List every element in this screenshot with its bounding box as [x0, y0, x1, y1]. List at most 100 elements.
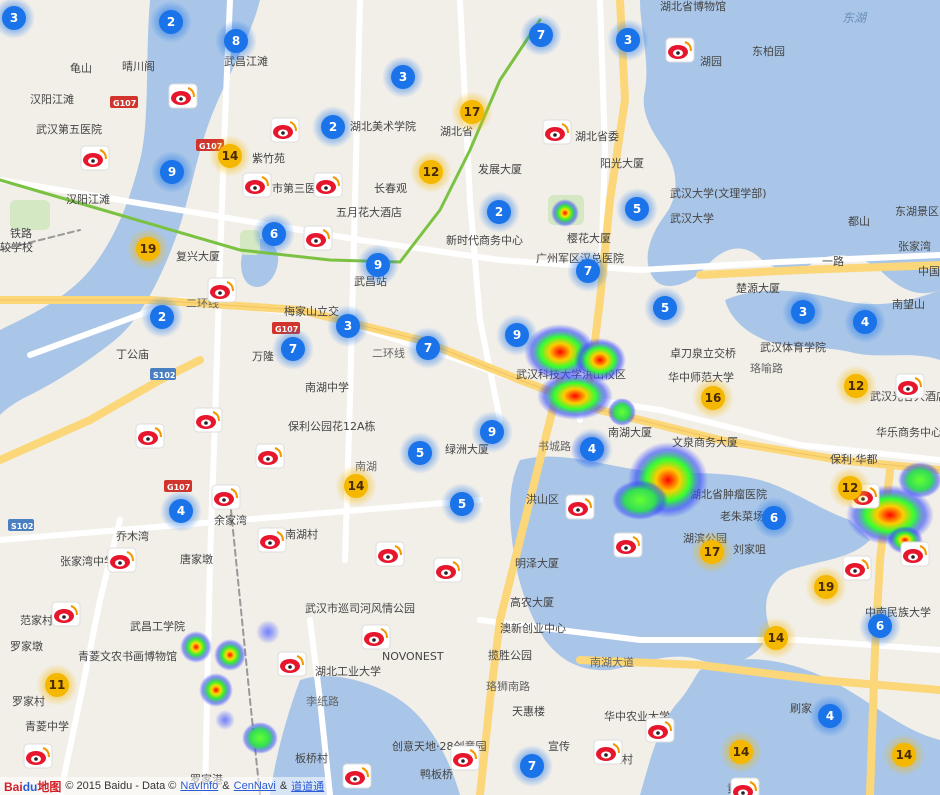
- cluster-marker[interactable]: 2: [150, 1, 192, 43]
- label-donghu: 东湖: [842, 11, 868, 25]
- label-zhuoquan: 卓刀泉立交桥: [670, 346, 736, 360]
- cluster-marker[interactable]: 6: [253, 213, 295, 255]
- cluster-marker[interactable]: 4: [571, 428, 613, 470]
- cluster-count: 4: [861, 315, 869, 329]
- navinfo-link[interactable]: NavInfo: [180, 780, 219, 792]
- label-chuyuan: 楚源大厦: [736, 281, 780, 295]
- cluster-marker[interactable]: 2: [478, 191, 520, 233]
- cluster-marker[interactable]: 3: [382, 56, 424, 98]
- label-liujiaju: 刘家咀: [733, 542, 766, 556]
- cluster-marker[interactable]: 19: [805, 566, 847, 608]
- cluster-marker[interactable]: 14: [720, 731, 762, 773]
- cluster-marker[interactable]: 7: [272, 328, 314, 370]
- label-erhuan2: 二环线: [372, 346, 405, 360]
- label-dinggongmiao: 丁公庙: [116, 347, 149, 361]
- weibo-icon: [242, 172, 272, 198]
- zhongshan-road: [586, 0, 630, 384]
- cluster-marker[interactable]: 17: [451, 91, 493, 133]
- cluster-marker[interactable]: 7: [567, 250, 609, 292]
- cluster-count: 3: [10, 11, 18, 25]
- cluster-marker[interactable]: 3: [607, 19, 649, 61]
- cluster-count: 4: [177, 504, 185, 518]
- shield-g107-4: G107: [164, 480, 192, 492]
- label-ziyuanzhu: 紫竹苑: [252, 151, 285, 165]
- cluster-marker[interactable]: 12: [829, 467, 871, 509]
- daodaotong-link[interactable]: 道道通: [291, 781, 325, 793]
- cluster-marker[interactable]: 9: [151, 151, 193, 193]
- weibo-icon: [168, 83, 198, 109]
- label-qingchuange: 晴川阁: [122, 59, 155, 73]
- cluster-marker[interactable]: 19: [127, 228, 169, 270]
- label-laozhu: 老朱菜场: [720, 509, 764, 523]
- cluster-count: 2: [158, 310, 166, 324]
- weibo-icon: [645, 717, 675, 743]
- cluster-marker[interactable]: 17: [691, 531, 733, 573]
- label-shidisanyi: 市第三医: [272, 181, 316, 195]
- label-nanhucun: 南湖村: [285, 527, 318, 541]
- cluster-marker[interactable]: 4: [160, 490, 202, 532]
- label-xunsi: 武汉市巡司河风情公园: [305, 601, 415, 615]
- cluster-marker[interactable]: 5: [644, 287, 686, 329]
- weibo-icon: [730, 777, 760, 795]
- svg-text:S102: S102: [153, 371, 175, 380]
- cluster-marker[interactable]: 5: [399, 432, 441, 474]
- label-wuchanggongxueyuan: 武昌工学院: [130, 619, 185, 633]
- cluster-count: 7: [528, 759, 536, 773]
- label-mingze: 明泽大厦: [515, 556, 559, 570]
- svg-text:G107: G107: [167, 483, 190, 492]
- cluster-count: 5: [416, 446, 424, 460]
- cluster-marker[interactable]: 3: [327, 305, 369, 347]
- cluster-marker[interactable]: 7: [407, 327, 449, 369]
- weibo-icon: [80, 145, 110, 171]
- weibo-icon: [51, 601, 81, 627]
- cluster-marker[interactable]: 14: [883, 734, 925, 776]
- label-yiyilu: 一路: [822, 255, 844, 268]
- cluster-marker[interactable]: 8: [215, 20, 257, 62]
- cluster-marker[interactable]: 12: [835, 365, 877, 407]
- weibo-icon: [193, 407, 223, 433]
- label-hanyangjiangtan: 汉阳江滩: [66, 192, 110, 206]
- cluster-marker[interactable]: 16: [692, 377, 734, 419]
- cluster-marker[interactable]: 4: [809, 695, 851, 737]
- cluster-marker[interactable]: 12: [410, 151, 452, 193]
- weibo-icon: [450, 745, 480, 771]
- cluster-marker[interactable]: 5: [441, 483, 483, 525]
- cluster-count: 19: [140, 242, 157, 256]
- cluster-marker[interactable]: 5: [616, 188, 658, 230]
- label-yinghua: 樱花大厦: [567, 231, 611, 245]
- cluster-marker[interactable]: 14: [755, 617, 797, 659]
- weibo-icon: [23, 743, 53, 769]
- cluster-marker[interactable]: 14: [335, 465, 377, 507]
- cluster-marker[interactable]: 9: [471, 411, 513, 453]
- cluster-count: 12: [842, 481, 859, 495]
- cluster-marker[interactable]: 6: [859, 605, 901, 647]
- cluster-marker[interactable]: 4: [844, 301, 886, 343]
- cluster-marker[interactable]: 9: [357, 244, 399, 286]
- cluster-marker[interactable]: 9: [496, 314, 538, 356]
- cluster-marker[interactable]: 11: [36, 664, 78, 706]
- cluster-markers[interactable]: 3 2 8 7 3 3 17 2 14 12 9 2 5 6 19 9 7 2 3 7 7 5 9 3 4 12 16 9 4 5 14 5 4…: [0, 0, 925, 787]
- tangxun-lake: [640, 659, 940, 795]
- cennavi-link[interactable]: CenNavi: [233, 780, 276, 792]
- cluster-marker[interactable]: 7: [520, 14, 562, 56]
- cluster-marker[interactable]: 3: [782, 291, 824, 333]
- cluster-marker[interactable]: 6: [753, 497, 795, 539]
- weibo-icon: [361, 624, 391, 650]
- cluster-marker[interactable]: 7: [511, 745, 553, 787]
- cluster-marker[interactable]: 2: [141, 296, 183, 338]
- cluster-count: 4: [826, 709, 834, 723]
- cluster-count: 16: [705, 391, 722, 405]
- cluster-count: 12: [423, 165, 440, 179]
- cluster-marker[interactable]: 14: [209, 135, 251, 177]
- baidu-map-logo[interactable]: Baidu地图: [4, 779, 62, 794]
- cluster-marker[interactable]: 3: [0, 0, 35, 39]
- cluster-count: 6: [876, 619, 884, 633]
- cluster-count: 4: [588, 442, 596, 456]
- label-shuajia: 刷家: [790, 701, 812, 715]
- label-guishan: 龟山: [70, 62, 92, 75]
- cluster-count: 14: [222, 149, 239, 163]
- cluster-count: 14: [768, 631, 785, 645]
- cluster-count: 11: [49, 678, 66, 692]
- cluster-marker[interactable]: 2: [312, 106, 354, 148]
